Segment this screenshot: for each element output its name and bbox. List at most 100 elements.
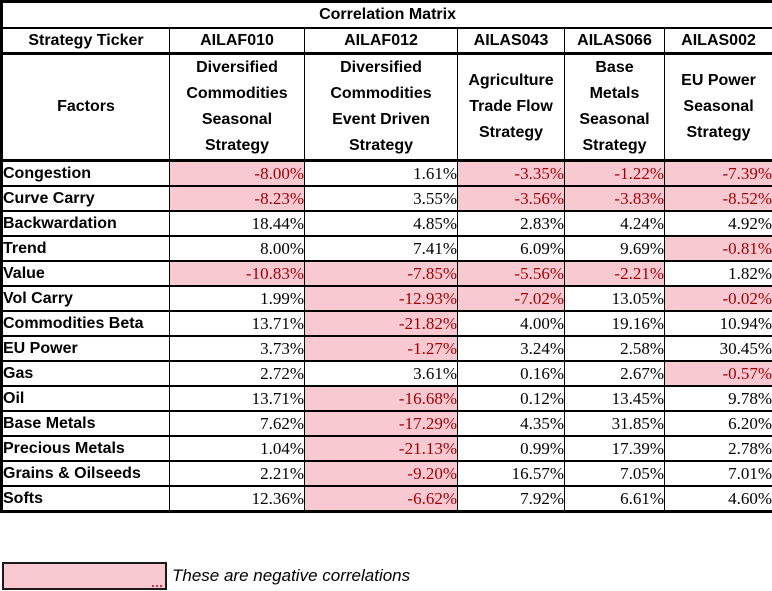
value-cell-negative[interactable]: -21.82% [304, 310, 458, 337]
strategy-cell-ailas066[interactable]: Base Metals Seasonal Strategy [564, 52, 665, 162]
value-cell[interactable]: 13.05% [564, 285, 665, 312]
value-cell-negative[interactable]: -0.57% [663, 360, 772, 387]
value-cell[interactable]: 12.36% [169, 485, 305, 513]
value-cell[interactable]: 2.21% [169, 460, 305, 487]
factor-cell[interactable]: Backwardation [1, 210, 170, 237]
value-cell-negative[interactable]: -17.29% [304, 410, 458, 437]
factor-cell[interactable]: Softs [1, 485, 170, 513]
value-cell-negative[interactable]: -21.13% [304, 435, 458, 462]
value-cell[interactable]: 4.85% [304, 210, 458, 237]
value-cell[interactable]: 0.99% [457, 435, 565, 462]
factors-header[interactable]: Factors [1, 52, 170, 162]
value-cell[interactable]: 17.39% [564, 435, 665, 462]
value-cell[interactable]: 18.44% [169, 210, 305, 237]
value-cell[interactable]: 4.35% [457, 410, 565, 437]
value-cell-negative[interactable]: -7.85% [304, 260, 458, 287]
value-cell[interactable]: 7.92% [457, 485, 565, 513]
value-cell-negative[interactable]: -8.23% [169, 185, 305, 212]
factor-cell[interactable]: Grains & Oilseeds [1, 460, 170, 487]
ticker-row-header[interactable]: Strategy Ticker [1, 27, 170, 55]
value-cell-negative[interactable]: -7.39% [663, 159, 772, 187]
ticker-row: Strategy Ticker AILAF010 AILAF012 AILAS0… [1, 27, 772, 55]
value-cell-negative[interactable]: -0.02% [663, 285, 772, 312]
value-cell[interactable]: 2.72% [169, 360, 305, 387]
value-cell[interactable]: 2.67% [564, 360, 665, 387]
factor-cell[interactable]: Trend [1, 235, 170, 262]
value-cell-negative[interactable]: -1.27% [304, 335, 458, 362]
value-cell-negative[interactable]: -16.68% [304, 385, 458, 412]
value-cell[interactable]: 31.85% [564, 410, 665, 437]
value-cell[interactable]: 7.62% [169, 410, 305, 437]
value-cell[interactable]: 3.55% [304, 185, 458, 212]
value-cell[interactable]: 0.12% [457, 385, 565, 412]
ticker-cell-ailas066[interactable]: AILAS066 [564, 27, 665, 55]
value-cell-negative[interactable]: -12.93% [304, 285, 458, 312]
value-cell[interactable]: 8.00% [169, 235, 305, 262]
factor-cell[interactable]: Precious Metals [1, 435, 170, 462]
value-cell[interactable]: 1.04% [169, 435, 305, 462]
value-cell[interactable]: 13.71% [169, 385, 305, 412]
value-cell-negative[interactable]: -3.56% [457, 185, 565, 212]
strategy-cell-ailaf010[interactable]: Diversified Commodities Seasonal Strateg… [169, 52, 305, 162]
table-title[interactable]: Correlation Matrix [0, 0, 772, 29]
value-cell[interactable]: 0.16% [457, 360, 565, 387]
ticker-cell-ailaf010[interactable]: AILAF010 [169, 27, 305, 55]
value-cell-negative[interactable]: -7.02% [457, 285, 565, 312]
value-cell-negative[interactable]: -0.81% [663, 235, 772, 262]
value-cell-negative[interactable]: -1.22% [564, 159, 665, 187]
value-cell[interactable]: 13.71% [169, 310, 305, 337]
value-cell[interactable]: 3.24% [457, 335, 565, 362]
value-cell[interactable]: 4.24% [564, 210, 665, 237]
value-cell-negative[interactable]: -5.56% [457, 260, 565, 287]
value-cell[interactable]: 4.60% [663, 485, 772, 513]
value-cell[interactable]: 19.16% [564, 310, 665, 337]
value-cell[interactable]: 13.45% [564, 385, 665, 412]
value-cell[interactable]: 1.99% [169, 285, 305, 312]
factor-cell[interactable]: Congestion [1, 159, 170, 187]
value-cell[interactable]: 10.94% [663, 310, 772, 337]
value-cell-negative[interactable]: -2.21% [564, 260, 665, 287]
value-cell-negative[interactable]: -3.35% [457, 159, 565, 187]
value-cell[interactable]: 9.69% [564, 235, 665, 262]
value-cell[interactable]: 2.58% [564, 335, 665, 362]
value-cell[interactable]: 2.83% [457, 210, 565, 237]
factor-cell[interactable]: Base Metals [1, 410, 170, 437]
ticker-cell-ailas002[interactable]: AILAS002 [663, 27, 772, 55]
value-cell[interactable]: 6.61% [564, 485, 665, 513]
value-cell[interactable]: 6.09% [457, 235, 565, 262]
table-row: Gas 2.72% 3.61% 0.16% 2.67% -0.57% [1, 360, 772, 387]
value-cell[interactable]: 4.92% [663, 210, 772, 237]
value-cell-negative[interactable]: -8.52% [663, 185, 772, 212]
value-cell[interactable]: 1.61% [304, 159, 458, 187]
strategy-cell-ailaf012[interactable]: Diversified Commodities Event Driven Str… [304, 52, 458, 162]
factor-cell[interactable]: EU Power [1, 335, 170, 362]
factor-cell[interactable]: Commodities Beta [1, 310, 170, 337]
factor-cell[interactable]: Gas [1, 360, 170, 387]
value-cell[interactable]: 3.61% [304, 360, 458, 387]
value-cell[interactable]: 7.01% [663, 460, 772, 487]
table-row: Backwardation 18.44% 4.85% 2.83% 4.24% 4.92% [1, 210, 772, 237]
value-cell[interactable]: 9.78% [663, 385, 772, 412]
strategy-cell-ailas043[interactable]: Agriculture Trade Flow Strategy [457, 52, 565, 162]
value-cell[interactable]: 7.41% [304, 235, 458, 262]
strategy-cell-ailas002[interactable]: EU Power Seasonal Strategy [663, 52, 772, 162]
factor-cell[interactable]: Value [1, 260, 170, 287]
value-cell[interactable]: 2.78% [663, 435, 772, 462]
factor-cell[interactable]: Oil [1, 385, 170, 412]
factor-cell[interactable]: Curve Carry [1, 185, 170, 212]
value-cell-negative[interactable]: -6.62% [304, 485, 458, 513]
ticker-cell-ailas043[interactable]: AILAS043 [457, 27, 565, 55]
value-cell-negative[interactable]: -8.00% [169, 159, 305, 187]
value-cell[interactable]: 3.73% [169, 335, 305, 362]
value-cell[interactable]: 30.45% [663, 335, 772, 362]
value-cell-negative[interactable]: -10.83% [169, 260, 305, 287]
value-cell[interactable]: 16.57% [457, 460, 565, 487]
value-cell[interactable]: 6.20% [663, 410, 772, 437]
value-cell-negative[interactable]: -9.20% [304, 460, 458, 487]
value-cell[interactable]: 4.00% [457, 310, 565, 337]
factor-cell[interactable]: Vol Carry [1, 285, 170, 312]
value-cell-negative[interactable]: -3.83% [564, 185, 665, 212]
value-cell[interactable]: 1.82% [663, 260, 772, 287]
ticker-cell-ailaf012[interactable]: AILAF012 [304, 27, 458, 55]
value-cell[interactable]: 7.05% [564, 460, 665, 487]
